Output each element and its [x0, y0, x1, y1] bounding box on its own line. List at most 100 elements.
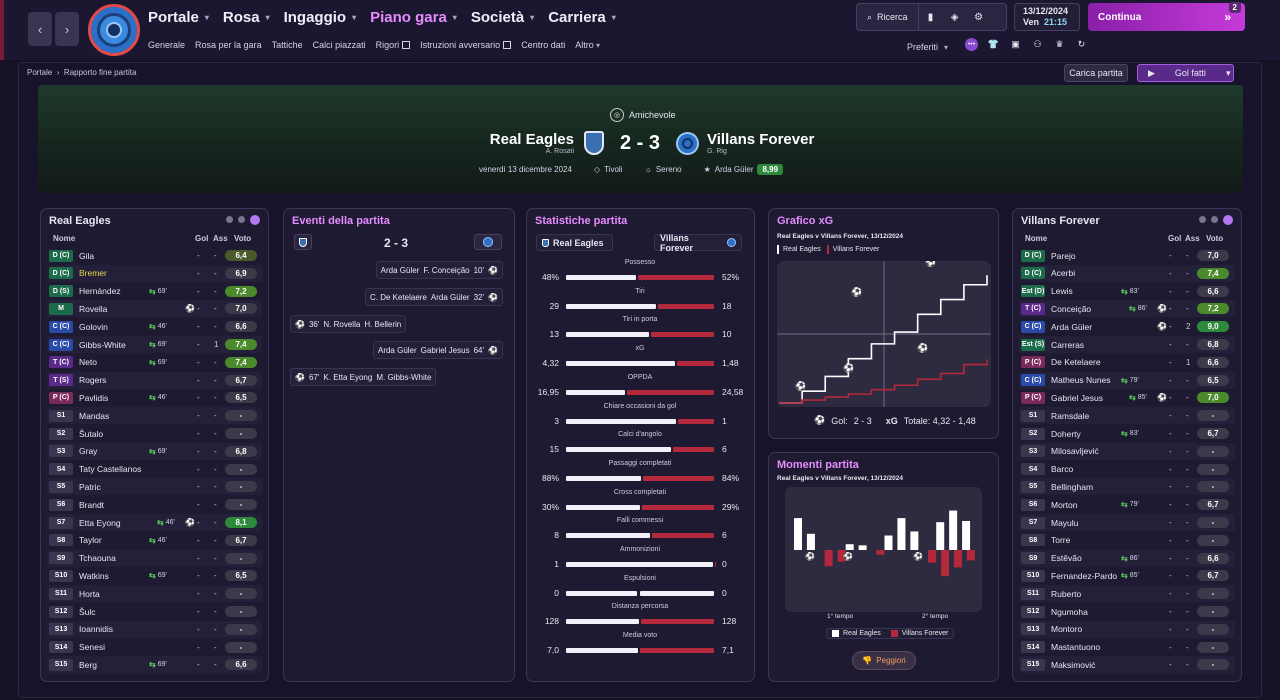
subnav-item-7[interactable]: Altro ▾: [575, 40, 600, 50]
event-item[interactable]: ⚽ 67' K. Etta Eyong M. Gibbs-White: [290, 368, 437, 386]
player-row[interactable]: C (C) Matheus Nunes ⇆ 79' - -6,5: [1019, 371, 1235, 389]
player-name[interactable]: Senesi: [79, 642, 105, 653]
player-name[interactable]: Rogers: [79, 375, 107, 386]
player-name[interactable]: Torre: [1051, 535, 1071, 546]
player-row[interactable]: S3 Gray ⇆ 69' - -6,8: [47, 442, 262, 460]
player-name[interactable]: Watkins: [79, 570, 109, 581]
nav-0[interactable]: Portale ▾: [148, 8, 209, 26]
player-row[interactable]: S4 Taty Castellanos - - -: [47, 461, 262, 478]
player-row[interactable]: S4 Barco - - -: [1019, 461, 1235, 478]
breadcrumb-portale[interactable]: Portale: [27, 68, 53, 77]
player-name[interactable]: De Ketelaere: [1051, 357, 1101, 368]
player-row[interactable]: D (C) Acerbi - -7,4: [1019, 264, 1235, 282]
shirt-icon[interactable]: 👕: [987, 39, 1000, 49]
player-row[interactable]: S1 Mandas - - -: [47, 407, 262, 425]
player-row[interactable]: S2 Doherty ⇆ 83' - -6,7: [1019, 425, 1235, 442]
player-row[interactable]: M Rovella ⚽ - -7,0: [47, 300, 262, 318]
nav-1[interactable]: Rosa ▾: [222, 8, 270, 26]
away-team[interactable]: Villans Forever G. Rig: [707, 131, 815, 155]
player-row[interactable]: S2 Šutalo - - -: [47, 425, 262, 442]
player-name[interactable]: Šutalo: [79, 428, 104, 439]
player-name[interactable]: Gila: [79, 250, 95, 261]
player-name[interactable]: Acerbi: [1051, 268, 1076, 279]
club-logo[interactable]: [88, 4, 140, 56]
clipboard-icon[interactable]: ▣: [1011, 39, 1020, 49]
continue-button[interactable]: Continua » 2: [1088, 2, 1245, 31]
player-name[interactable]: Barco: [1051, 464, 1074, 475]
player-name[interactable]: Fernandez-Pardo: [1051, 570, 1118, 581]
player-name[interactable]: Taty Castellanos: [79, 464, 142, 475]
player-name[interactable]: Doherty: [1051, 428, 1081, 439]
home-team[interactable]: Real Eagles A. Rosati: [489, 131, 574, 155]
worst-button[interactable]: 👎 Peggiori: [852, 651, 916, 670]
player-name[interactable]: Berg: [79, 659, 97, 670]
player-name[interactable]: Tchaouna: [79, 553, 116, 564]
player-row[interactable]: P (C) Pavlidis ⇆ 46' - -6,5: [47, 389, 262, 406]
player-row[interactable]: S12 Šulc - - -: [47, 603, 262, 620]
player-name[interactable]: Ruberto: [1051, 588, 1082, 599]
player-name[interactable]: Etta Eyong: [79, 517, 121, 528]
player-name[interactable]: Gabriel Jesus: [1051, 392, 1103, 403]
load-match-button[interactable]: Carica partita: [1064, 64, 1128, 82]
player-name[interactable]: Milosavljević: [1051, 446, 1099, 457]
player-row[interactable]: D (C) Gila - -6,4: [47, 247, 262, 264]
player-row[interactable]: T (S) Rogers - -6,7: [47, 371, 262, 389]
subnav-item-3[interactable]: Calci piazzati: [312, 40, 366, 50]
player-name[interactable]: Mastantuono: [1051, 642, 1101, 653]
player-row[interactable]: S9 Tchaouna - - -: [47, 549, 262, 567]
subnav-item-6[interactable]: Centro dati: [521, 40, 566, 50]
event-item[interactable]: Arda Güler Gabriel Jesus 64' ⚽: [372, 341, 503, 359]
player-name[interactable]: Montoro: [1051, 624, 1083, 635]
player-row[interactable]: S10 Watkins ⇆ 69' - -6,5: [47, 567, 262, 584]
player-name[interactable]: Patric: [79, 481, 101, 492]
player-name[interactable]: Neto: [79, 357, 97, 368]
subnav-item-1[interactable]: Rosa per la gara: [195, 40, 262, 50]
game-date[interactable]: 13/12/2024 Ven 21:15: [1014, 3, 1080, 31]
event-item[interactable]: Arda Güler F. Conceição 10' ⚽: [375, 261, 503, 279]
nav-5[interactable]: Carriera ▾: [548, 8, 616, 26]
player-row[interactable]: T (C) Conceição ⚽ ⇆ 86' - -7,2: [1019, 300, 1235, 318]
player-row[interactable]: S9 Estêvão ⇆ 86' - -6,6: [1019, 549, 1235, 567]
player-row[interactable]: S10 Fernandez-Pardo ⇆ 85' - -6,7: [1019, 567, 1235, 584]
player-row[interactable]: D (S) Hernández ⇆ 69' - -7,2: [47, 283, 262, 300]
player-of-match[interactable]: ★ Arda Güler 8,99: [704, 164, 784, 175]
player-row[interactable]: D (C) Parejo - -7,0: [1019, 247, 1235, 264]
refresh-icon[interactable]: ↻: [1077, 39, 1086, 49]
player-name[interactable]: Taylor: [79, 535, 102, 546]
forward-button[interactable]: ›: [55, 12, 79, 46]
player-row[interactable]: S12 Ngumoha - - -: [1019, 603, 1235, 620]
player-row[interactable]: S15 Berg ⇆ 69' - -6,6: [47, 656, 262, 674]
player-row[interactable]: C (C) Gibbs-White ⇆ 69' - 1 7,4: [47, 336, 262, 353]
event-item[interactable]: ⚽ 36' N. Rovella H. Bellerin: [290, 315, 407, 333]
subnav-item-4[interactable]: Rigori: [376, 40, 411, 50]
player-name[interactable]: Maksimović: [1051, 659, 1096, 670]
player-row[interactable]: S8 Torre - - -: [1019, 532, 1235, 549]
player-row[interactable]: C (C) Golovin ⇆ 46' - -6,6: [47, 318, 262, 335]
player-name[interactable]: Bremer: [79, 268, 107, 279]
player-row[interactable]: S14 Senesi - - -: [47, 639, 262, 656]
bookmark-icon[interactable]: ▮: [927, 11, 934, 23]
player-row[interactable]: S1 Ramsdale - - -: [1019, 407, 1235, 425]
player-name[interactable]: Gibbs-White: [79, 339, 126, 350]
nav-4[interactable]: Società ▾: [470, 8, 535, 26]
player-row[interactable]: S6 Morton ⇆ 79' - -6,7: [1019, 496, 1235, 513]
player-row[interactable]: S7 Etta Eyong ⚽ ⇆ 46' - -8,1: [47, 514, 262, 531]
subnav-item-2[interactable]: Tattiche: [271, 40, 303, 50]
player-name[interactable]: Bellingham: [1051, 481, 1094, 492]
player-name[interactable]: Šulc: [79, 606, 96, 617]
tactics-icon[interactable]: ⚇: [1033, 39, 1042, 49]
goals-button[interactable]: ▶ Gol fatti ▾: [1137, 64, 1234, 82]
player-row[interactable]: S15 Maksimović - - -: [1019, 656, 1235, 674]
player-name[interactable]: Lewis: [1051, 286, 1073, 297]
player-row[interactable]: P (C) Gabriel Jesus ⚽ ⇆ 85' - -7,0: [1019, 389, 1235, 406]
chat-icon[interactable]: •••: [965, 38, 978, 51]
player-row[interactable]: S5 Patric - - -: [47, 478, 262, 496]
preferiti-dropdown[interactable]: Preferiti ▾: [907, 42, 949, 52]
player-row[interactable]: S11 Ruberto - - -: [1019, 585, 1235, 603]
player-name[interactable]: Rovella: [79, 303, 108, 314]
shield-icon[interactable]: ◈: [950, 11, 959, 23]
page-dots[interactable]: [226, 215, 260, 225]
player-name[interactable]: Ioannidis: [79, 624, 114, 635]
player-row[interactable]: S6 Brandt - - -: [47, 496, 262, 513]
back-button[interactable]: ‹: [28, 12, 52, 46]
